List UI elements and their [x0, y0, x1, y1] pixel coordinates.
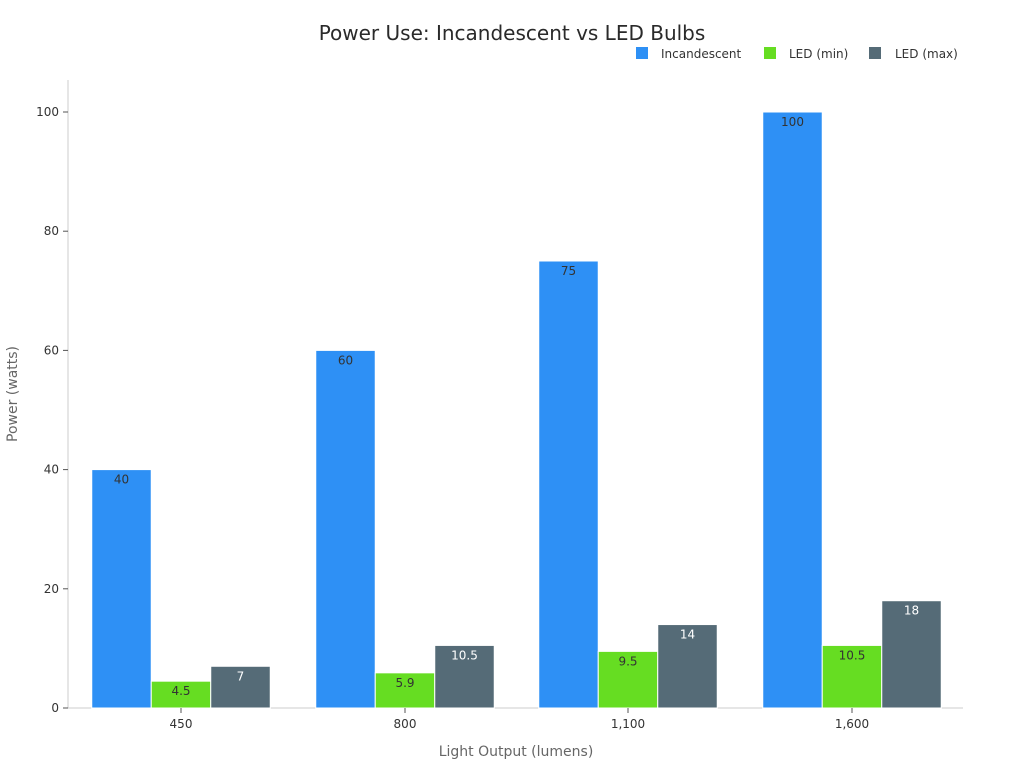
bar-value-label: 9.5: [618, 654, 637, 668]
bar-led-max-3: [881, 600, 942, 709]
x-tick-label: 450: [170, 717, 193, 731]
y-tick-label: 40: [44, 463, 59, 477]
bar-value-label: 10.5: [451, 648, 478, 662]
bar-led-max-2: [657, 624, 718, 709]
x-tick-label: 800: [394, 717, 417, 731]
y-axis-label: Power (watts): [5, 346, 21, 442]
bar-led-min-3: [821, 644, 883, 709]
y-tick-label: 0: [51, 701, 59, 715]
y-tick-label: 80: [44, 224, 59, 238]
bar-value-label: 5.9: [395, 676, 414, 690]
bar-value-label: 75: [561, 264, 576, 278]
bar-value-label: 100: [781, 115, 804, 129]
legend-swatch: [764, 47, 776, 59]
bar-value-label: 60: [338, 353, 353, 367]
bar-incandescent-3: [762, 111, 823, 709]
y-axis-ticks: 0 20 40 60 80 100: [36, 105, 68, 715]
legend-label: LED (min): [789, 47, 848, 61]
bar-value-labels: 40 4.5 7 60 5.9 10.5 75 9.5 14 100 10.5 18: [114, 115, 919, 698]
bar-led-max-0: [210, 665, 271, 709]
bar-value-label: 18: [904, 604, 919, 618]
bar-value-label: 10.5: [839, 648, 866, 662]
legend-swatch: [869, 47, 881, 59]
bars: [91, 111, 942, 709]
legend-swatch: [636, 47, 648, 59]
legend: Incandescent LED (min) LED (max): [636, 47, 958, 61]
x-axis-label: Light Output (lumens): [439, 744, 594, 760]
y-tick-label: 20: [44, 582, 59, 596]
x-axis-ticks: 450 800 1,100 1,600: [170, 708, 869, 731]
y-tick-label: 100: [36, 105, 59, 119]
x-tick-label: 1,600: [835, 717, 869, 731]
bar-incandescent-1: [315, 349, 376, 709]
legend-label: LED (max): [895, 47, 958, 61]
bar-value-label: 7: [237, 669, 245, 683]
bar-incandescent-2: [538, 260, 599, 709]
x-tick-label: 1,100: [611, 717, 645, 731]
bar-led-min-0: [150, 680, 212, 709]
chart-title: Power Use: Incandescent vs LED Bulbs: [319, 21, 706, 45]
bar-incandescent-0: [91, 469, 152, 709]
y-tick-label: 60: [44, 343, 59, 357]
legend-label: Incandescent: [661, 47, 742, 61]
bar-value-label: 14: [680, 628, 695, 642]
bar-led-max-1: [434, 644, 495, 709]
bar-value-label: 40: [114, 473, 129, 487]
bar-value-label: 4.5: [171, 684, 190, 698]
